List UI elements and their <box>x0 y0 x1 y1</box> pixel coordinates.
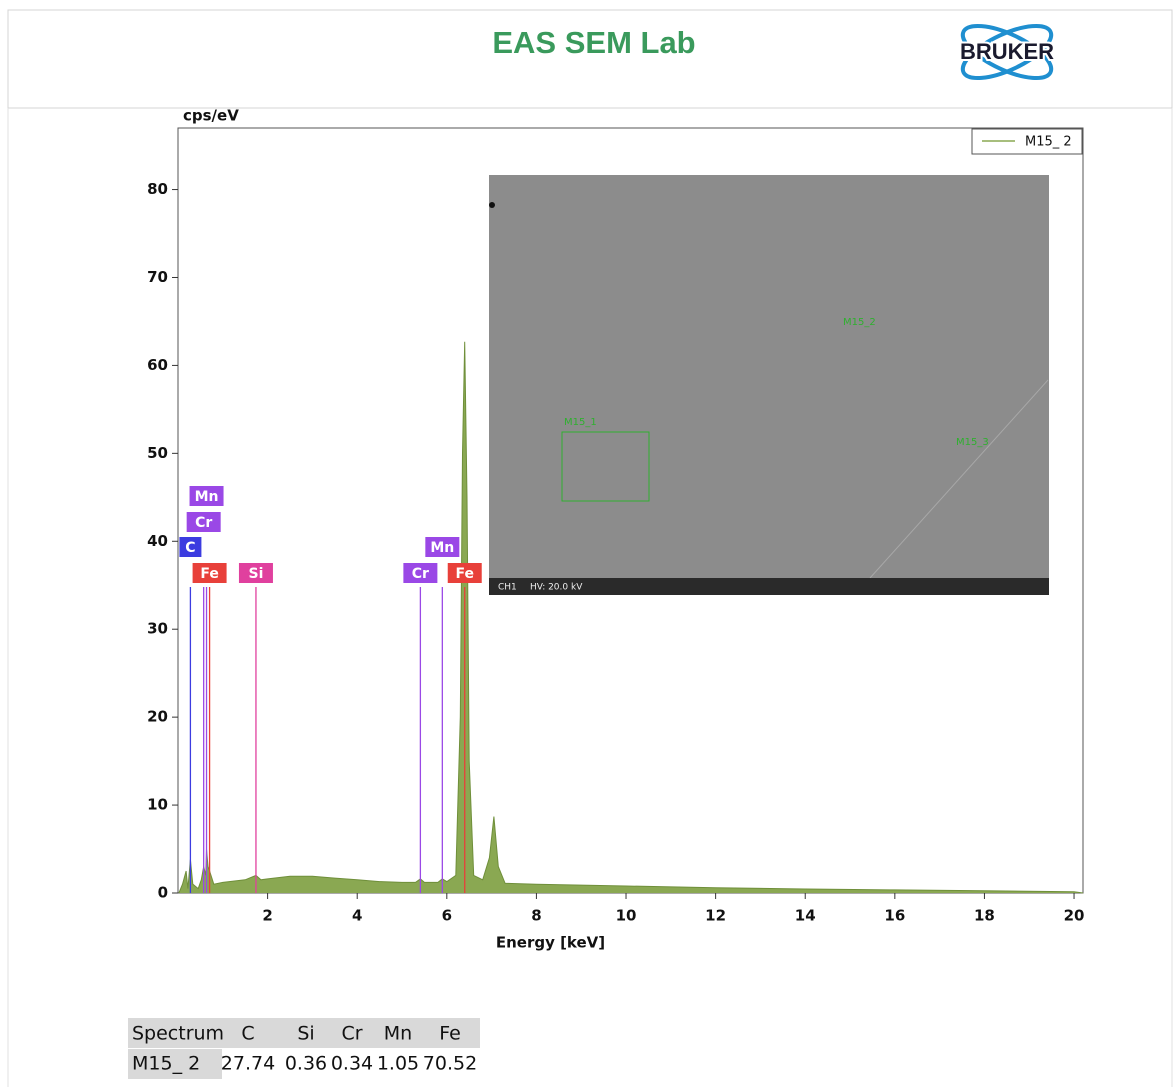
table-cell: 1.05 <box>377 1053 419 1075</box>
x-tick-label: 2 <box>262 907 272 925</box>
element-label: Si <box>249 566 264 582</box>
x-axis-label: Energy [keV] <box>496 934 605 952</box>
y-tick-label: 40 <box>147 532 168 550</box>
x-tick-label: 20 <box>1064 907 1085 925</box>
table-header-cell: C <box>241 1023 254 1045</box>
x-tick-label: 12 <box>705 907 726 925</box>
element-tag <box>189 486 224 506</box>
legend-label: M15_ 2 <box>1025 135 1072 150</box>
x-tick-label: 10 <box>616 907 637 925</box>
table-header-cell: Mn <box>384 1023 412 1045</box>
y-tick-label: 0 <box>158 884 168 902</box>
image-bar <box>489 578 1049 595</box>
results-table: Spectrum C Si Cr Mn Fe M15_ 2 27.74 0.36 0.34 1.05… <box>128 1018 480 1079</box>
element-label: Fe <box>455 566 474 582</box>
table-cell: M15_ 2 <box>132 1053 200 1075</box>
logo: BRUKER <box>958 23 1056 81</box>
table-header-cell: Spectrum <box>132 1023 224 1045</box>
y-tick-label: 20 <box>147 708 168 726</box>
table-header-cell: Fe <box>439 1023 461 1045</box>
element-label: Mn <box>195 489 219 505</box>
y-tick-label: 80 <box>147 180 168 198</box>
element-label: Mn <box>430 540 454 556</box>
image-channel: CH1 <box>498 583 517 593</box>
y-tick-label: 10 <box>147 796 168 814</box>
image-area <box>489 175 1049 595</box>
y-tick-label: 60 <box>147 356 168 374</box>
table-header-bg <box>128 1018 480 1048</box>
table-cell: 27.74 <box>221 1053 275 1075</box>
element-tag <box>186 512 221 532</box>
image-voltage: HV: 20.0 kV <box>530 583 583 593</box>
region-box <box>561 431 650 502</box>
y-tick-label: 30 <box>147 620 168 638</box>
x-tick-label: 18 <box>974 907 995 925</box>
y-tick-label: 70 <box>147 268 168 286</box>
element-tag <box>447 563 482 583</box>
x-tick-label: 16 <box>884 907 905 925</box>
table-cell: 0.34 <box>331 1053 373 1075</box>
table-header-cell: Cr <box>341 1023 362 1045</box>
element-label: Fe <box>200 566 219 582</box>
x-tick-label: 14 <box>795 907 816 925</box>
speck <box>489 202 495 208</box>
element-tag <box>238 563 273 583</box>
element-label: C <box>185 540 195 556</box>
element-label: Cr <box>412 566 429 582</box>
spectrum-line <box>178 341 1084 894</box>
logo-orbit <box>960 23 1054 81</box>
region-label: M15_1 <box>564 417 597 428</box>
table-header-cell: Si <box>297 1023 314 1045</box>
plot: 0 10 20 30 40 50 60 70 80 2 4 6 8 10 12 14 16 18 20 cps/eV E… <box>147 107 1084 952</box>
table-cell: 70.52 <box>423 1053 477 1075</box>
row-label-bg <box>128 1049 222 1079</box>
y-tick-label: 50 <box>147 444 168 462</box>
x-tick-label: 8 <box>531 907 541 925</box>
header-title: EAS SEM Lab <box>492 25 695 60</box>
sem-image: M15_2 M15_1 M15_3 CH1 HV: 20.0 kV <box>489 175 1049 595</box>
element-tag <box>403 563 438 583</box>
logo-text: BRUKER <box>960 39 1054 64</box>
element-tag <box>179 537 202 557</box>
region-label: M15_3 <box>956 437 989 448</box>
region-label: M15_2 <box>843 317 876 328</box>
x-tick-label: 4 <box>352 907 362 925</box>
table-cell: 0.36 <box>285 1053 327 1075</box>
scratch <box>869 379 1049 579</box>
logo-orbit <box>960 23 1054 81</box>
element-tag <box>425 537 460 557</box>
element-label: Cr <box>195 515 212 531</box>
x-tick-label: 6 <box>442 907 452 925</box>
y-axis-label: cps/eV <box>183 107 239 125</box>
element-tag <box>192 563 227 583</box>
